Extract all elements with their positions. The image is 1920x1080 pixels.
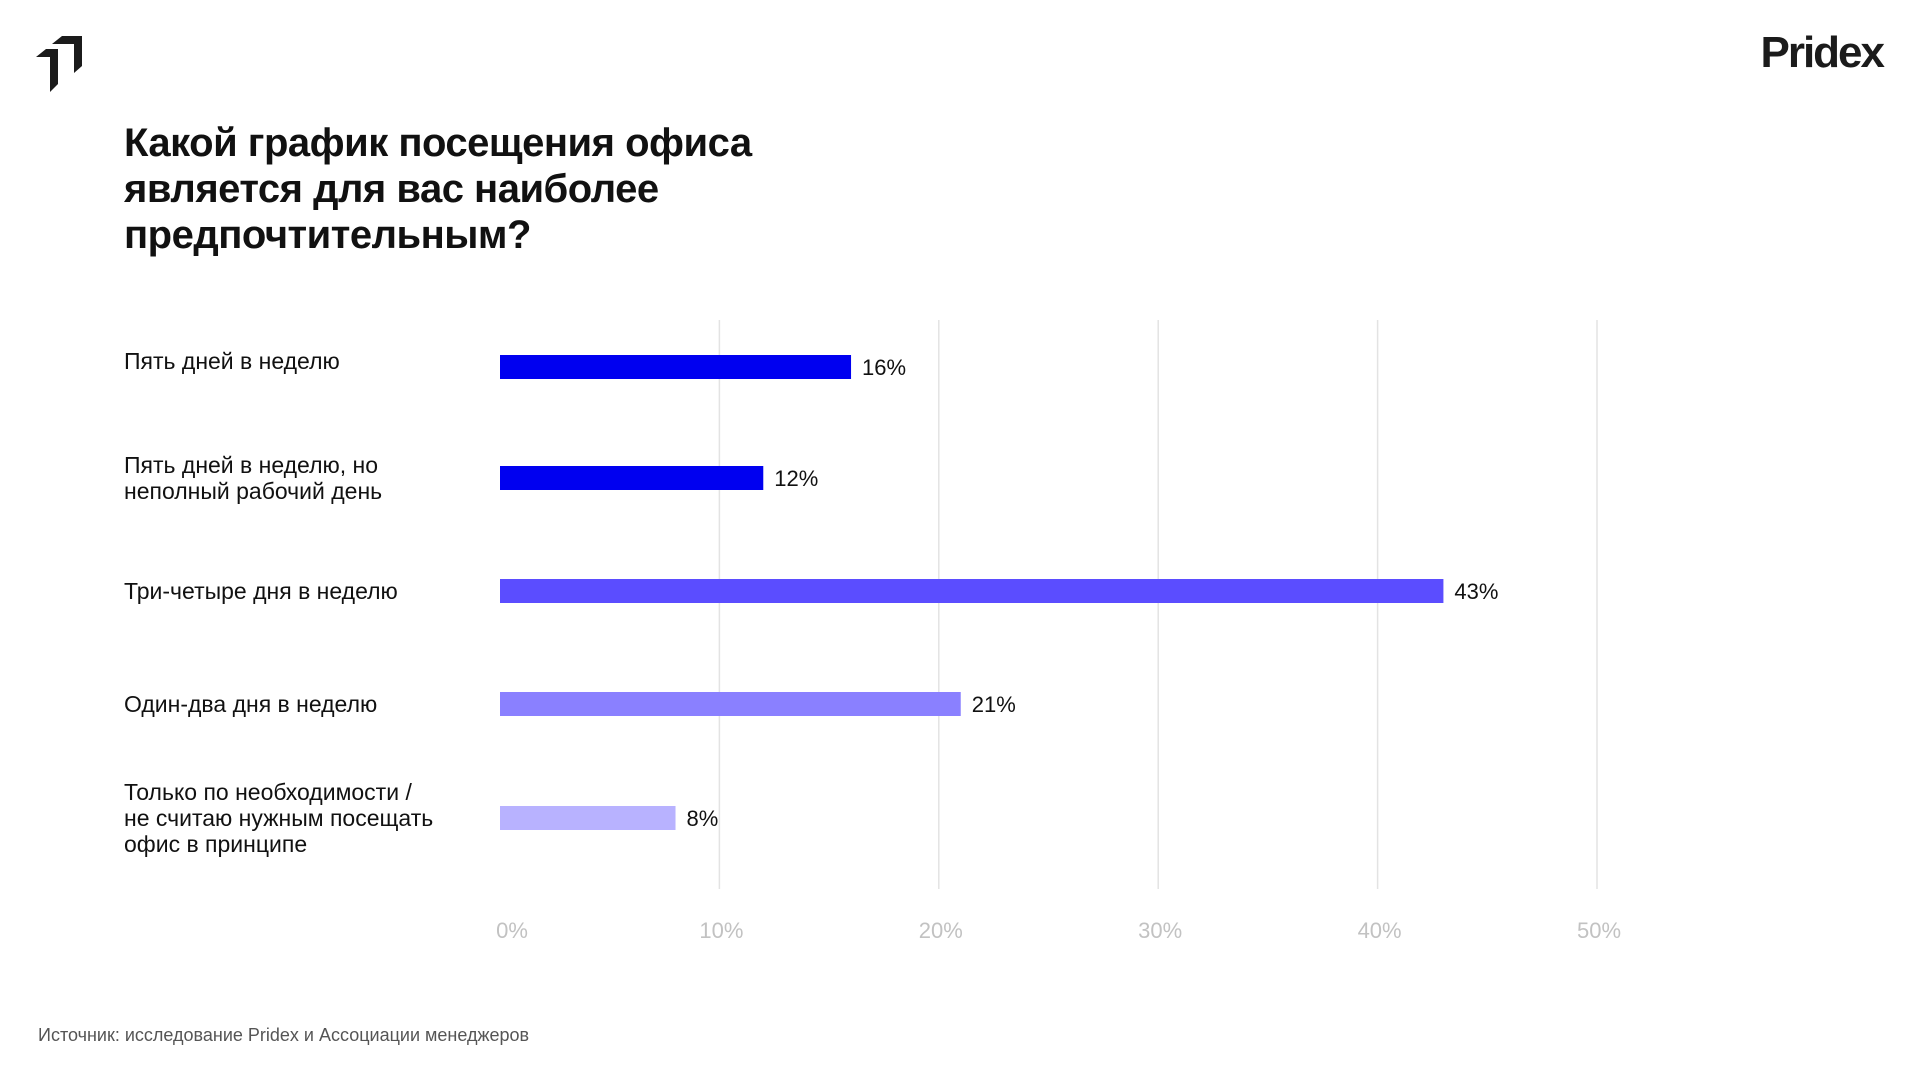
- source-note: Источник: исследование Pridex и Ассоциац…: [38, 1025, 530, 1045]
- category-label-line: неполный рабочий день: [124, 478, 383, 504]
- title-line: предпочтительным?: [124, 213, 531, 257]
- category-label-line: Только по необходимости /: [124, 779, 412, 805]
- bar-value-label: 8%: [687, 806, 719, 831]
- bar: [500, 355, 852, 379]
- category-label-line: не считаю нужным посещать: [124, 805, 434, 831]
- title-line: Какой график посещения офиса: [124, 121, 752, 165]
- category-label-line: Один-два дня в неделю: [124, 691, 378, 717]
- chart-title: Какой график посещения офиса является дл…: [124, 120, 1024, 258]
- bar-value-label: 12%: [774, 466, 818, 491]
- bar: [500, 579, 1444, 603]
- title-line: является для вас наиболее: [124, 167, 659, 211]
- brand-logo: Pridex: [1760, 28, 1885, 77]
- x-tick-label: 50%: [1577, 918, 1621, 943]
- category-label-line: офис в принципе: [124, 831, 308, 857]
- bar-value-label: 43%: [1454, 579, 1498, 604]
- category-label-line: Пять дней в неделю: [124, 348, 340, 374]
- x-tick-label: 0%: [496, 918, 528, 943]
- bar-value-label: 16%: [862, 355, 906, 380]
- category-label-line: Три-четыре дня в неделю: [124, 578, 398, 604]
- x-tick-label: 10%: [699, 918, 743, 943]
- bar: [500, 466, 764, 490]
- category-label: Только по необходимости / не считаю нужны…: [124, 779, 494, 857]
- category-label-line: Пять дней в неделю, но: [124, 452, 379, 478]
- bar: [500, 692, 961, 716]
- category-label: Пять дней в неделю: [124, 348, 494, 374]
- bar: [500, 806, 676, 830]
- category-label: Пять дней в неделю, но неполный рабочий д…: [124, 452, 494, 504]
- x-tick-label: 20%: [919, 918, 963, 943]
- bar-value-label: 21%: [972, 692, 1016, 717]
- x-tick-label: 30%: [1138, 918, 1182, 943]
- company-logo-icon: [36, 36, 82, 92]
- category-label: Один-два дня в неделю: [124, 691, 494, 717]
- x-tick-label: 40%: [1358, 918, 1402, 943]
- category-label: Три-четыре дня в неделю: [124, 578, 494, 604]
